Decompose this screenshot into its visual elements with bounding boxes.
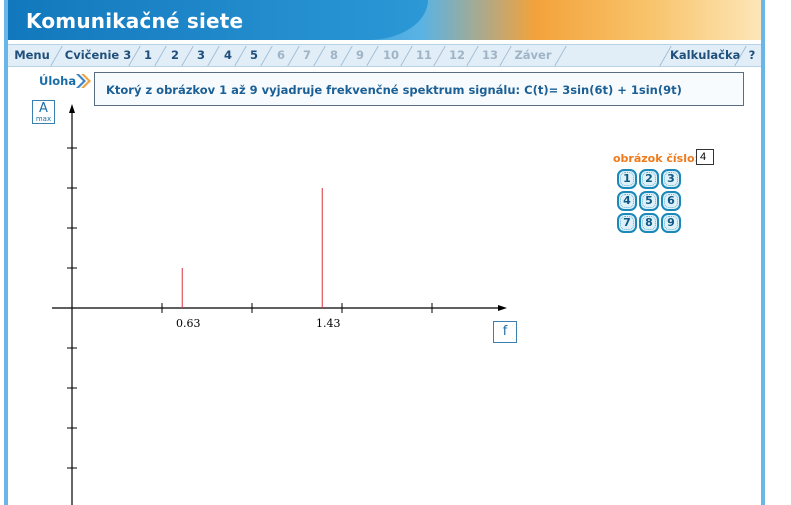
x-axis-label: f [493, 321, 517, 343]
help-tab[interactable]: ? [748, 48, 756, 62]
picture-button-4[interactable]: 4 [617, 191, 637, 211]
x-tick-label: 0.63 [176, 317, 201, 330]
task-label: Úloha [39, 74, 77, 88]
picture-button-1[interactable]: 1 [617, 169, 637, 189]
step-tab-1[interactable]: 1 [143, 48, 152, 62]
x-ticks [161, 303, 433, 313]
step-tab-2[interactable]: 2 [170, 48, 179, 62]
step-tab-11: 11 [415, 48, 432, 62]
title-bar: Komunikačné siete [8, 0, 761, 40]
step-tab-3[interactable]: 3 [196, 48, 205, 62]
exercise-tab[interactable]: Cvičenie 3 [64, 48, 132, 62]
y-axis-label: A max [32, 100, 55, 124]
question-text: Ktorý z obrázkov 1 až 9 vyjadruje frekve… [106, 83, 682, 97]
step-tab-9: 9 [355, 48, 364, 62]
x-axis-arrow [498, 305, 507, 311]
title-bar-accent [8, 0, 428, 40]
conclusion-tab: Záver [514, 48, 552, 62]
step-tab-6: 6 [276, 48, 285, 62]
calculator-tab[interactable]: Kalkulačka [670, 48, 741, 62]
y-axis-label-sub: max [35, 115, 52, 123]
step-tab-10: 10 [382, 48, 399, 62]
y-ticks [67, 147, 77, 469]
y-axis-label-main: A [39, 101, 48, 116]
nav-bar: Menu Cvičenie 3 1 2 3 4 5 6 7 8 9 10 11 … [8, 44, 761, 67]
question-box: Ktorý z obrázkov 1 až 9 vyjadruje frekve… [94, 72, 744, 106]
spectral-lines [181, 188, 323, 308]
picture-number-label: obrázok číslo: [613, 152, 699, 165]
picture-button-5[interactable]: 5 [639, 191, 659, 211]
y-axis-arrow [69, 104, 75, 113]
step-tab-4[interactable]: 4 [223, 48, 232, 62]
spectrum-chart: 0.63 1.43 [52, 104, 507, 505]
x-tick-label: 1.43 [316, 317, 341, 330]
step-tab-13: 13 [481, 48, 498, 62]
step-tab-5[interactable]: 5 [249, 48, 258, 62]
picture-button-8[interactable]: 8 [639, 213, 659, 233]
picture-button-9[interactable]: 9 [661, 213, 681, 233]
picture-button-3[interactable]: 3 [661, 169, 681, 189]
step-tab-7: 7 [302, 48, 311, 62]
picture-number-input[interactable]: 4 [696, 149, 714, 165]
step-tab-12: 12 [448, 48, 465, 62]
picture-button-2[interactable]: 2 [639, 169, 659, 189]
app-window: Komunikačné siete Menu Cvičenie 3 1 2 3 … [4, 0, 765, 505]
picture-button-6[interactable]: 6 [661, 191, 681, 211]
app-title: Komunikačné siete [26, 9, 244, 33]
x-tick-labels: 0.63 1.43 [176, 317, 341, 330]
menu-tab[interactable]: Menu [14, 48, 50, 62]
step-tab-8: 8 [329, 48, 338, 62]
picture-button-7[interactable]: 7 [617, 213, 637, 233]
double-chevron-right-icon [76, 74, 91, 88]
